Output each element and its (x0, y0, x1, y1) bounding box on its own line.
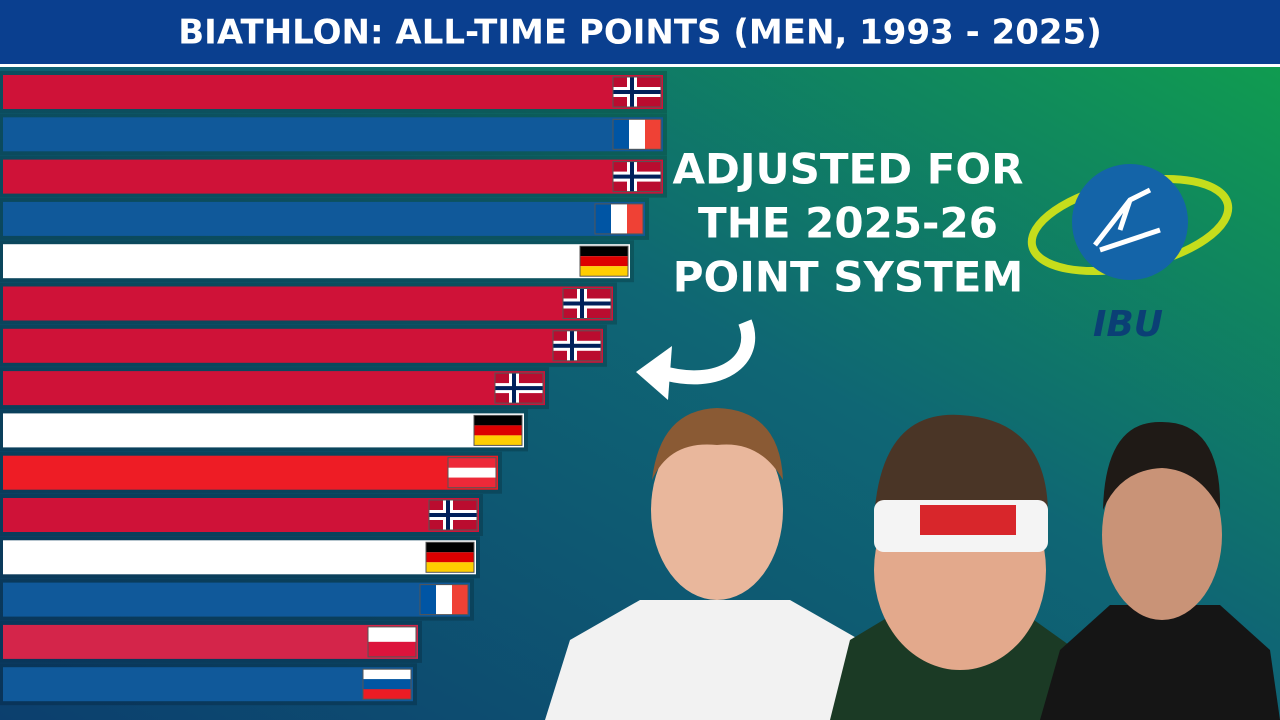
arrow-head (636, 346, 672, 400)
bar (3, 624, 418, 659)
flag-border (562, 288, 612, 319)
photo-3-body (1040, 605, 1280, 720)
photo-1-head (651, 420, 783, 600)
flag-cross (613, 174, 661, 179)
annotation-line: THE 2025-26 (698, 199, 998, 248)
annotation-line: POINT SYSTEM (673, 253, 1024, 302)
flag-stripe (448, 477, 496, 488)
flag-stripe (474, 415, 522, 426)
title-rule (0, 64, 1280, 67)
flag-border (425, 541, 475, 573)
bar (3, 667, 413, 702)
bar (3, 201, 645, 236)
photo-1-hair (652, 408, 783, 480)
photo-3-head (1102, 450, 1222, 620)
bar (3, 328, 603, 363)
flag-border (612, 76, 662, 108)
arrow (657, 319, 756, 385)
flag-stripe (580, 256, 628, 267)
flag-border (579, 245, 629, 277)
flag-stripe (580, 266, 628, 277)
flag-stripe (474, 435, 522, 446)
bar (3, 75, 663, 109)
flag-stripe (448, 457, 496, 468)
title-bar (0, 0, 1280, 66)
flag-stripe (363, 669, 411, 680)
photo-3-hair (1103, 421, 1221, 510)
bar (3, 498, 479, 532)
flag-border (419, 584, 469, 616)
flag-border (473, 414, 523, 446)
bar (3, 540, 476, 575)
flag-border (362, 668, 412, 700)
flag-border (447, 457, 497, 489)
flag-border (594, 203, 644, 235)
flag-cross (553, 343, 601, 348)
bar (3, 159, 663, 194)
bar-rows (0, 71, 667, 706)
flag-stripe (420, 584, 436, 615)
flag-stripe (426, 542, 474, 553)
flag-border (612, 118, 662, 150)
logo-skier (1093, 187, 1161, 253)
bar (3, 455, 498, 490)
photo-1-body (545, 600, 880, 720)
bar (3, 286, 613, 321)
flag-border (612, 161, 662, 193)
flag-stripe (436, 584, 452, 615)
bar (3, 371, 545, 406)
flag-stripe (611, 203, 627, 234)
flag-border (494, 372, 544, 404)
flag-border (367, 626, 417, 658)
flag-stripe (452, 584, 468, 615)
flag-stripe (426, 562, 474, 573)
flag-cross (563, 301, 611, 306)
bar (3, 582, 470, 617)
flag-stripe (629, 119, 645, 150)
flag-stripe (613, 119, 629, 150)
annotation-line: ADJUSTED FOR (673, 145, 1024, 194)
chart-title: BIATHLON: ALL-TIME POINTS (MEN, 1993 - 2… (178, 13, 1101, 53)
flag-cross (495, 386, 543, 391)
flag-stripe (474, 425, 522, 436)
bar (3, 117, 663, 152)
logo-globe (1072, 164, 1188, 280)
flag-border (552, 330, 602, 362)
photo-2-logo (920, 505, 1016, 535)
photo-2-hair (874, 414, 1049, 520)
flag-cross (613, 90, 661, 94)
flag-stripe (368, 641, 416, 657)
bar (3, 244, 630, 279)
flag-stripe (595, 203, 611, 234)
flag-stripe (448, 467, 496, 478)
flag-stripe (426, 552, 474, 563)
athlete-photos (545, 408, 1280, 720)
flag-stripe (580, 246, 628, 257)
flag-stripe (363, 679, 411, 690)
flag-stripe (627, 203, 643, 234)
flag-cross (429, 513, 477, 517)
flag-stripe (645, 119, 661, 150)
flag-stripe (363, 689, 411, 700)
flag-border (428, 499, 478, 531)
logo-text: IBU (1093, 304, 1163, 345)
annotation: ADJUSTED FOR THE 2025-26 POINT SYSTEM (673, 145, 1024, 302)
flag-stripe (368, 626, 416, 642)
bar (3, 413, 524, 448)
